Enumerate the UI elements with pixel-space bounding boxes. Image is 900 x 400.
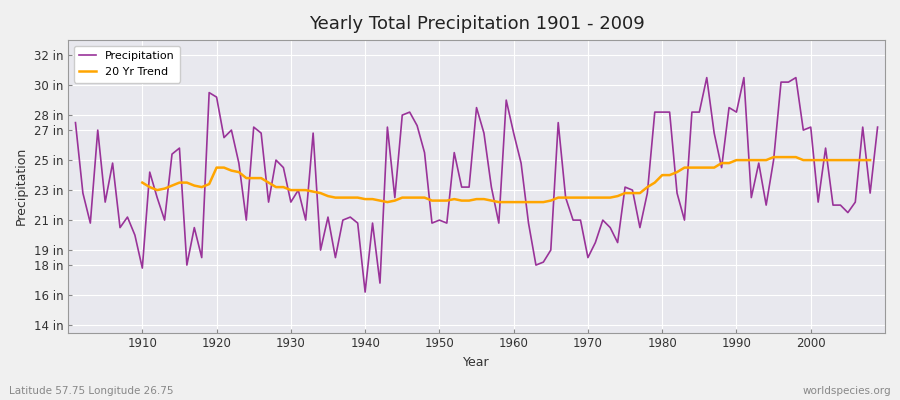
Precipitation	[516, 161, 526, 166]
20 Yr Trend	[330, 195, 341, 200]
Precipitation	[508, 131, 519, 136]
Legend: Precipitation, 20 Yr Trend: Precipitation, 20 Yr Trend	[74, 46, 180, 82]
20 Yr Trend	[716, 161, 727, 166]
X-axis label: Year: Year	[464, 356, 490, 369]
Precipitation	[605, 225, 616, 230]
20 Yr Trend	[137, 180, 148, 185]
Precipitation	[701, 75, 712, 80]
20 Yr Trend	[360, 197, 371, 202]
20 Yr Trend	[769, 155, 779, 160]
Line: 20 Yr Trend: 20 Yr Trend	[142, 157, 870, 202]
20 Yr Trend	[530, 200, 541, 204]
Precipitation	[130, 233, 140, 238]
Precipitation	[360, 290, 371, 294]
Title: Yearly Total Precipitation 1901 - 2009: Yearly Total Precipitation 1901 - 2009	[309, 15, 644, 33]
Line: Precipitation: Precipitation	[76, 78, 878, 292]
Precipitation	[872, 125, 883, 130]
20 Yr Trend	[382, 200, 392, 204]
20 Yr Trend	[508, 200, 519, 204]
Text: Latitude 57.75 Longitude 26.75: Latitude 57.75 Longitude 26.75	[9, 386, 174, 396]
20 Yr Trend	[308, 189, 319, 194]
Y-axis label: Precipitation: Precipitation	[15, 147, 28, 226]
Precipitation	[70, 120, 81, 125]
Precipitation	[292, 188, 303, 192]
Precipitation	[338, 218, 348, 222]
20 Yr Trend	[865, 158, 876, 162]
Text: worldspecies.org: worldspecies.org	[803, 386, 891, 396]
